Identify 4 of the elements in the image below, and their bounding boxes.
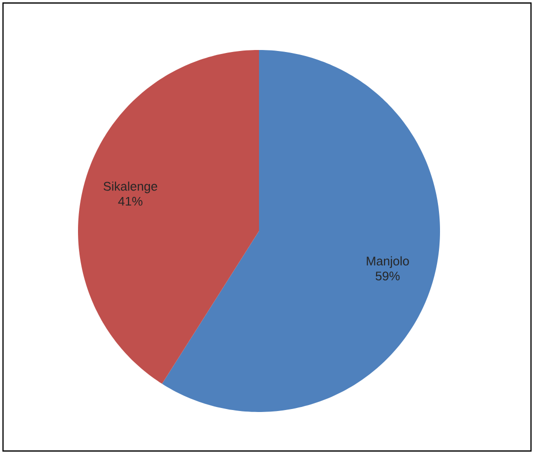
slice-label: Sikalenge (104, 182, 158, 194)
data-label: 41% (118, 196, 142, 206)
slice-label: Manjolo (366, 256, 409, 268)
data-label: 59% (376, 272, 400, 280)
